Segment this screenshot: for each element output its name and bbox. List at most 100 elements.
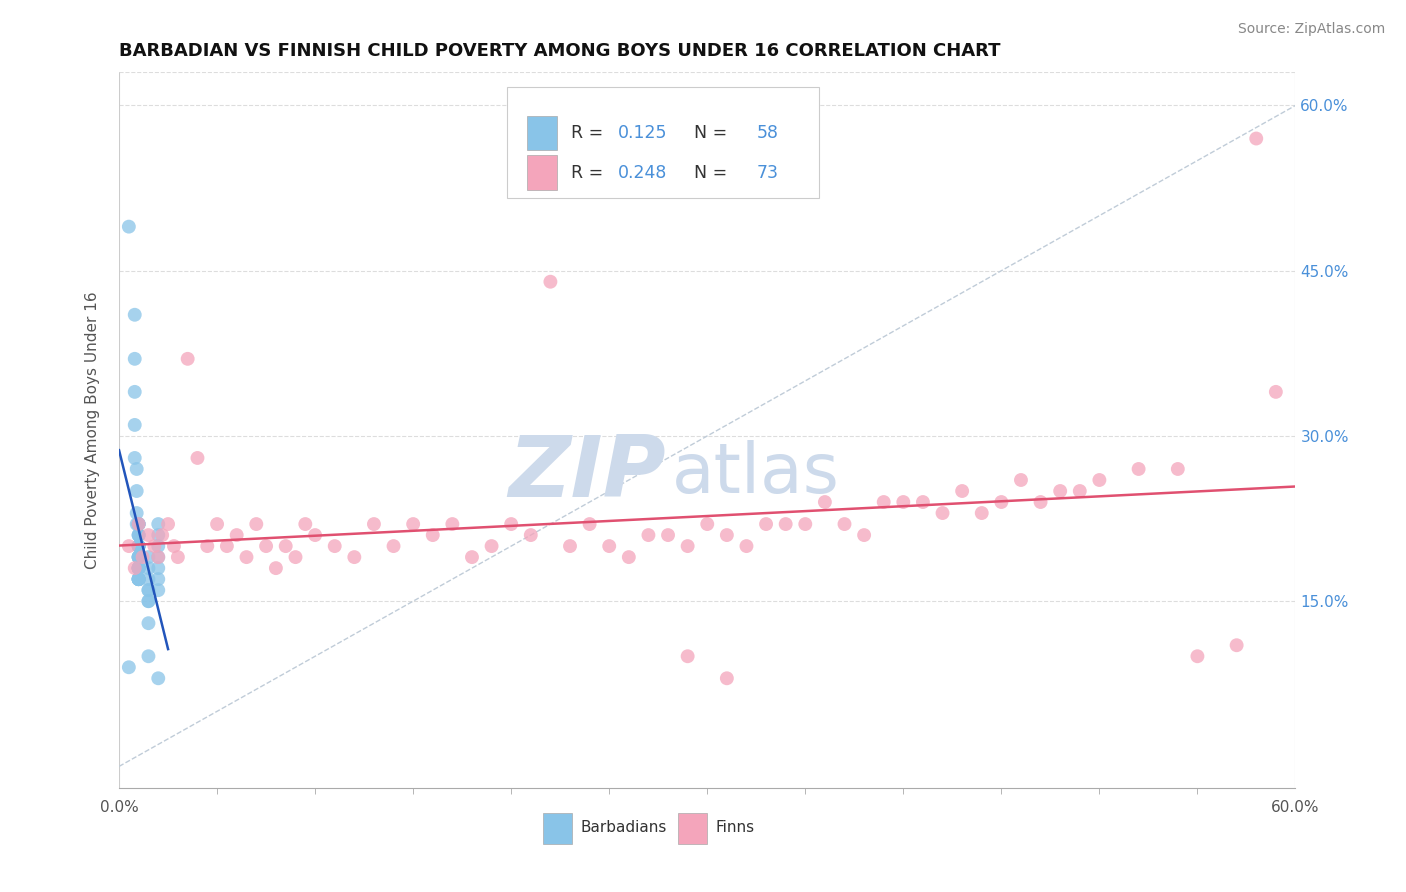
Point [950,483,973,498]
Text: BARBADIAN VS FINNISH CHILD POVERTY AMONG BOYS UNDER 16 CORRELATION CHART: BARBADIAN VS FINNISH CHILD POVERTY AMONG… [120,42,1001,60]
Point [578,517,600,532]
Point [148,517,170,532]
Point [128,572,150,586]
Point [128,572,150,586]
FancyBboxPatch shape [527,116,557,151]
Point [323,539,346,553]
Point [264,561,287,575]
Point [1244,131,1267,145]
Point [128,517,150,532]
Point [128,550,150,565]
Point [131,550,153,565]
Point [794,517,817,532]
Point [128,528,150,542]
Point [138,550,160,565]
Text: Source: ZipAtlas.com: Source: ZipAtlas.com [1237,22,1385,37]
FancyBboxPatch shape [543,814,572,844]
Point [911,495,934,509]
Point [138,528,160,542]
Point [853,528,876,542]
Point [501,517,523,532]
Point [1226,638,1249,652]
Point [128,572,150,586]
Point [124,561,146,575]
Point [245,517,267,532]
Point [1069,483,1091,498]
Point [1187,649,1209,664]
Point [363,517,385,532]
Point [125,483,148,498]
Point [150,528,173,542]
Point [157,517,180,532]
Point [873,495,896,509]
Point [891,495,914,509]
Point [1049,483,1071,498]
Point [138,583,160,598]
Point [138,616,160,631]
Point [990,495,1012,509]
Point [657,528,679,542]
Point [138,649,160,664]
Point [128,550,150,565]
Point [128,517,150,532]
FancyBboxPatch shape [527,155,557,190]
Point [441,517,464,532]
Point [225,528,247,542]
Point [520,528,543,542]
Point [461,550,484,565]
Point [148,550,170,565]
Point [128,561,150,575]
Point [118,660,141,674]
Point [138,594,160,608]
Point [148,528,170,542]
Point [128,517,150,532]
Point [558,539,581,553]
Point [148,550,170,565]
Point [128,561,150,575]
Text: ZIP: ZIP [509,432,666,515]
Point [148,572,170,586]
FancyBboxPatch shape [508,87,820,198]
Point [124,351,146,366]
Point [343,550,366,565]
Point [128,550,150,565]
Point [1167,462,1189,476]
Point [128,539,150,553]
Point [402,517,425,532]
Point [696,517,718,532]
Point [1088,473,1111,487]
Point [755,517,778,532]
Text: Finns: Finns [716,821,755,835]
Point [128,561,150,575]
Point [538,275,561,289]
Point [128,539,150,553]
Point [637,528,659,542]
Point [148,671,170,685]
Text: 0.248: 0.248 [617,163,668,182]
Point [1128,462,1150,476]
Point [598,539,620,553]
Point [128,528,150,542]
Point [128,572,150,586]
Point [1029,495,1052,509]
Point [176,351,198,366]
Point [735,539,758,553]
Point [128,572,150,586]
Point [294,517,316,532]
Point [422,528,444,542]
Point [148,583,170,598]
Point [186,450,208,465]
Text: 73: 73 [756,163,779,182]
Point [304,528,326,542]
Point [128,528,150,542]
Point [128,550,150,565]
Point [143,539,166,553]
Text: 0.125: 0.125 [617,124,668,143]
Point [125,462,148,476]
Point [716,528,738,542]
Point [481,539,503,553]
Point [1264,384,1286,399]
Point [128,572,150,586]
Point [128,561,150,575]
Point [138,561,160,575]
